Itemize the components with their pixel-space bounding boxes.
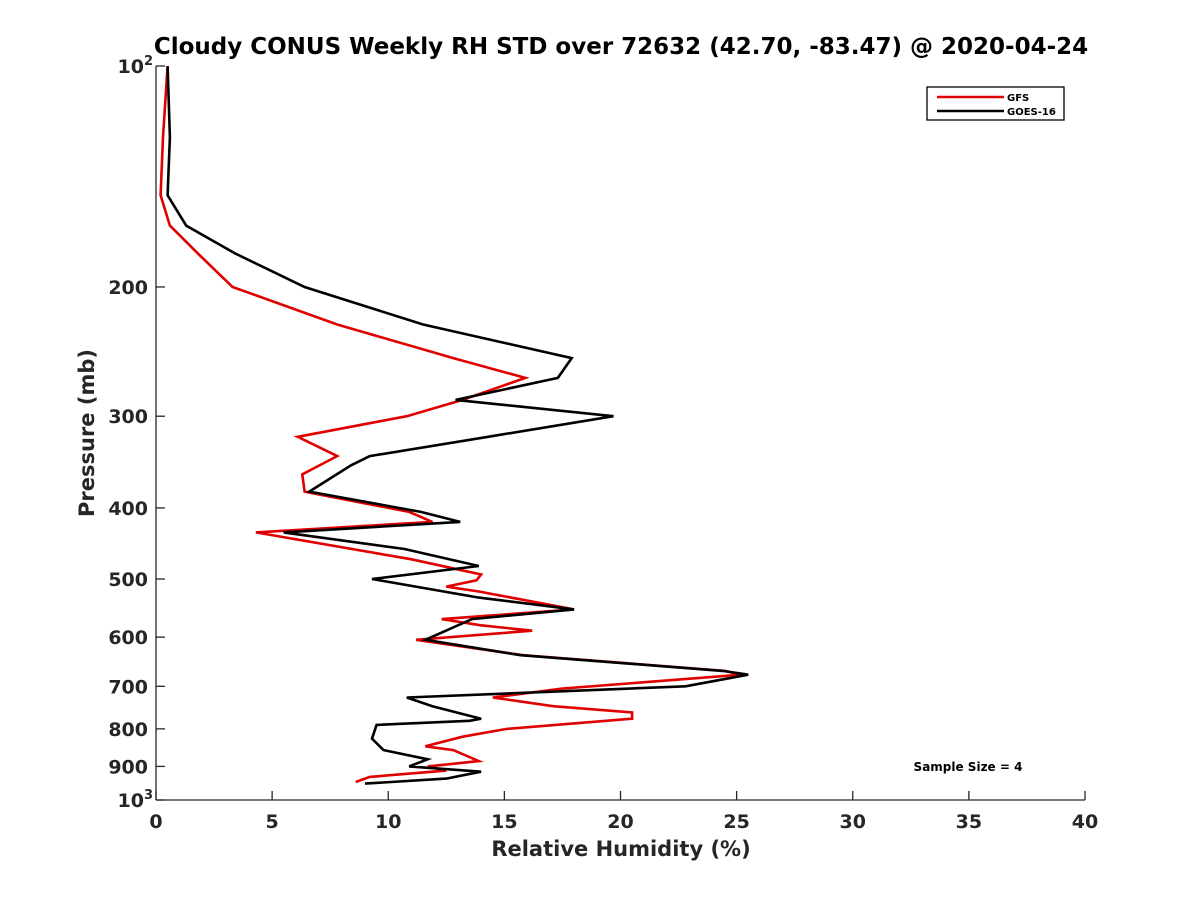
y-tick-label: 900 xyxy=(108,756,148,778)
x-tick-label: 10 xyxy=(375,811,401,833)
x-tick-label: 5 xyxy=(266,811,279,833)
y-tick-label: 102 xyxy=(118,54,154,78)
x-tick-label: 40 xyxy=(1072,811,1098,833)
x-tick-label: 30 xyxy=(840,811,866,833)
legend-label: GFS xyxy=(1007,93,1029,104)
series-line-goes-16 xyxy=(166,65,749,785)
legend-label: GOES-16 xyxy=(1007,107,1056,118)
y-tick-label: 200 xyxy=(108,277,148,299)
y-tick-label: 600 xyxy=(108,627,148,649)
x-tick-label: 25 xyxy=(723,811,749,833)
y-axis-label: Pressure (mb) xyxy=(75,349,99,517)
x-tick-label: 35 xyxy=(956,811,982,833)
legend: GFS GOES-16 xyxy=(926,86,1065,121)
x-tick-label: 20 xyxy=(607,811,633,833)
y-tick-label: 103 xyxy=(118,788,154,812)
y-ticks: 102 200 300 400 500 600 700 800 900 103 xyxy=(108,54,165,812)
chart-title: Cloudy CONUS Weekly RH STD over 72632 (4… xyxy=(154,34,1088,60)
x-tick-label: 0 xyxy=(149,811,162,833)
x-ticks: 0 5 10 15 20 25 30 35 40 xyxy=(149,791,1098,833)
y-tick-label: 800 xyxy=(108,719,148,741)
x-tick-label: 15 xyxy=(491,811,517,833)
y-tick-label: 700 xyxy=(108,676,148,698)
y-tick-label: 500 xyxy=(108,569,148,591)
y-tick-label: 400 xyxy=(108,498,148,520)
y-tick-label: 300 xyxy=(108,406,148,428)
x-axis-label: Relative Humidity (%) xyxy=(491,837,750,861)
plot-lines xyxy=(159,65,749,785)
sample-size-annotation: Sample Size = 4 xyxy=(914,760,1023,774)
legend-box xyxy=(926,86,1065,121)
series-line-gfs xyxy=(159,65,742,784)
